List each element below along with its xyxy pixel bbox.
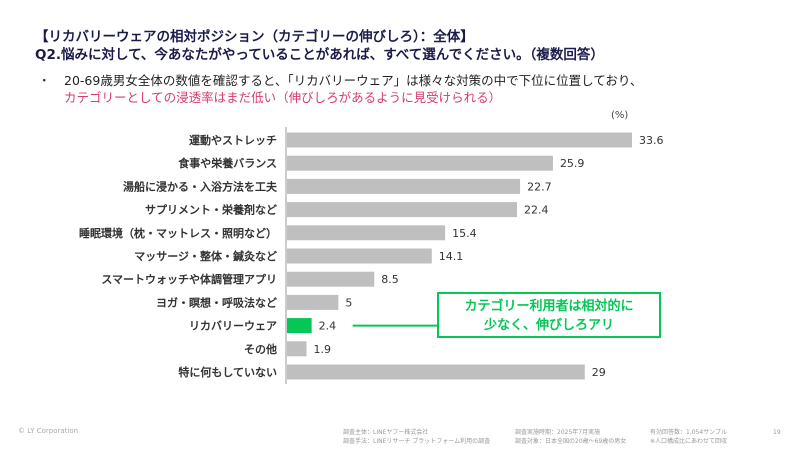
category-label: 湯船に浸かる・入浴方法を工夫 [123,179,278,193]
footer-method: 調査手法：LINEリサーチ プラットフォーム利用の調査 [343,438,491,445]
category-label: 食事や栄養バランス [178,156,277,170]
value-label: 33.6 [639,134,664,147]
value-label: 8.5 [381,273,399,286]
footer-weighting: ※人口構成比にあわせて回収 [650,438,728,445]
copyright: © LY Corporation [18,427,79,435]
callout-line-1: カテゴリー利用者は相対的に [464,299,634,314]
footer-responses: 有効回答数：1,054サンプル [650,429,727,436]
value-label: 25.9 [560,157,585,170]
footer-col-3: 有効回答数：1,054サンプル ※人口構成比にあわせて回収 [650,428,727,446]
value-label: 2.4 [319,320,337,333]
bar [287,341,307,357]
category-label: マッサージ・整体・鍼灸など [134,249,277,263]
bar [287,294,339,310]
value-label: 22.4 [524,204,549,217]
slide-title: 【リカバリーウェアの相対ポジション（カテゴリーの伸びしろ）：全体】 [35,29,474,45]
bar [287,248,432,264]
bar [287,318,312,334]
footer-target: 調査対象：日本全国の20歳～69歳の男女 [515,438,627,445]
value-label: 14.1 [439,250,464,263]
bar [287,202,517,218]
category-label: 運動やストレッチ [189,133,277,147]
footer-col-2: 調査実施時期：2025年7月実施 調査対象：日本全国の20歳～69歳の男女 [515,428,626,446]
bar [287,155,553,171]
footer-period: 調査実施時期：2025年7月実施 [515,429,601,436]
value-label: 5 [345,296,352,309]
bullet-marker: ・ [38,73,51,88]
unit-label: (%) [611,110,629,121]
callout-box: カテゴリー利用者は相対的に 少なく、伸びしろアリ [437,292,661,338]
bar [287,225,446,241]
footer-sponsor: 調査主体：LINEヤフー株式会社 [343,429,429,436]
footer-col-1: 調査主体：LINEヤフー株式会社 調査手法：LINEリサーチ プラットフォーム利… [343,428,490,446]
callout-line-2: 少なく、伸びしろアリ [483,318,614,333]
value-label: 29 [592,366,606,379]
bar [287,178,521,194]
bullet-line-2-highlight: カテゴリーとしての浸透率はまだ低い（伸びしろがあるように見受けられる） [64,90,502,105]
page-number: 19 [773,429,781,436]
category-label: リカバリーウェア [189,320,277,333]
question-text: Q2.悩みに対して、今あなたがやっていることがあれば、すべて選んでください。（複… [35,47,604,63]
value-label: 22.7 [527,180,552,193]
bar [287,132,632,148]
category-label: サプリメント・栄養剤など [145,203,277,217]
value-label: 15.4 [452,227,477,240]
bullet-line-1: 20-69歳男女全体の数値を確認すると、「リカバリーウェア」は様々な対策の中で下… [64,73,643,88]
category-label: スマートウォッチや体調管理アプリ [101,272,277,286]
category-label: その他 [244,342,277,356]
category-label: ヨガ・瞑想・呼吸法など [156,295,277,309]
bar [287,271,375,287]
category-label: 特に何もしていない [178,365,277,379]
category-label: 睡眠環境（枕・マットレス・照明など） [79,226,277,240]
value-label: 1.9 [314,343,332,356]
bar [287,364,585,380]
